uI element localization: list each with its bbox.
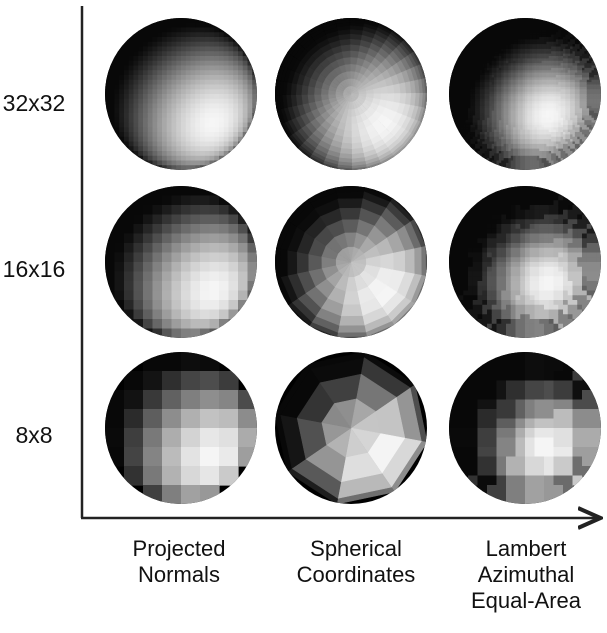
- column-label-spherical-coordinates: Spherical Coordinates: [276, 536, 436, 588]
- column-label-line: Projected: [132, 536, 226, 561]
- sphere-lambert-azimuthal-equal-area-8x8: [449, 352, 601, 504]
- column-label-line: Lambert: [485, 536, 567, 561]
- sphere-spherical-coordinates-8x8: [275, 352, 427, 504]
- sphere-grid: [105, 18, 601, 504]
- column-label-line: Normals: [138, 562, 220, 587]
- sphere-projected-normals-16x16: [105, 186, 257, 338]
- sphere-lambert-azimuthal-equal-area-32x32: [449, 18, 601, 170]
- row-label-32x32: 32x32: [2, 90, 66, 116]
- column-label-line: Equal-Area: [470, 588, 582, 613]
- row-label-16x16: 16x16: [2, 256, 66, 282]
- sphere-lambert-azimuthal-equal-area-16x16: [449, 186, 601, 338]
- column-label-line: Coordinates: [296, 562, 416, 587]
- sphere-projected-normals-8x8: [105, 352, 257, 504]
- column-label-line: Azimuthal: [477, 562, 575, 587]
- row-label-8x8: 8x8: [15, 422, 53, 448]
- column-label-projected-normals: Projected Normals: [99, 536, 259, 588]
- sphere-spherical-coordinates-32x32: [275, 18, 427, 170]
- sphere-spherical-coordinates-16x16: [275, 186, 427, 338]
- column-label-line: Spherical: [310, 536, 402, 561]
- column-label-lambert-azimuthal-equal-area: Lambert Azimuthal Equal-Area: [446, 536, 606, 614]
- sphere-projected-normals-32x32: [105, 18, 257, 170]
